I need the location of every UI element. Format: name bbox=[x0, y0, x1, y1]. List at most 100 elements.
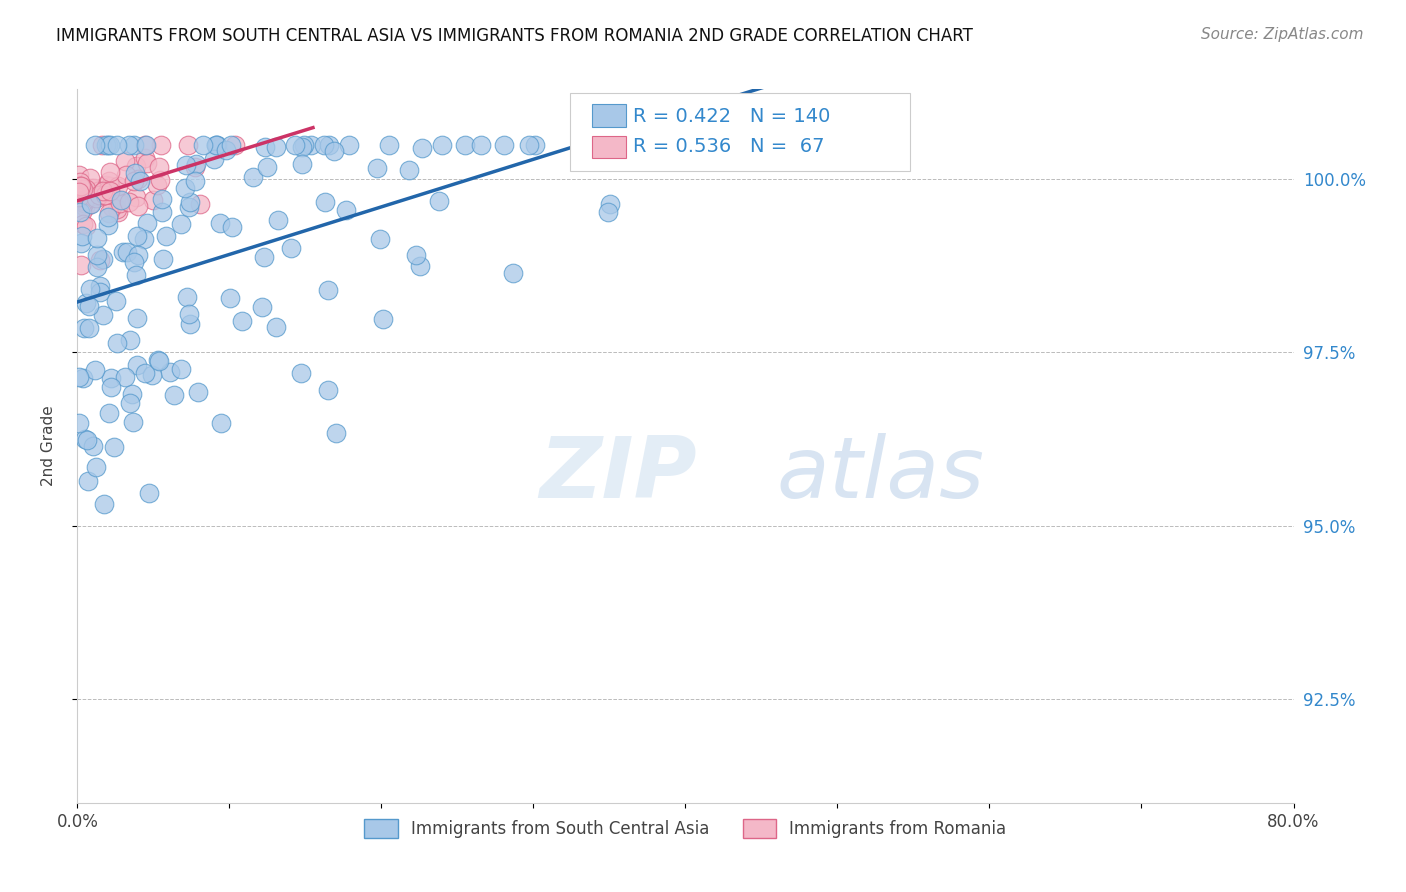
Point bbox=[77, 321, 100, 335]
Point bbox=[70, 235, 93, 250]
Point bbox=[125, 310, 148, 325]
Point bbox=[299, 137, 322, 152]
Point bbox=[98, 178, 121, 193]
Point bbox=[72, 182, 94, 196]
Point bbox=[176, 290, 198, 304]
Point bbox=[121, 415, 143, 429]
Point bbox=[492, 137, 515, 152]
Point bbox=[368, 231, 391, 245]
Point bbox=[284, 137, 307, 152]
Point bbox=[134, 137, 156, 152]
Point bbox=[177, 307, 200, 321]
Point bbox=[87, 184, 110, 198]
Point bbox=[409, 259, 432, 273]
FancyBboxPatch shape bbox=[592, 104, 626, 127]
Point bbox=[72, 194, 94, 209]
Point bbox=[219, 137, 242, 152]
Point bbox=[72, 370, 94, 384]
Point bbox=[84, 459, 107, 474]
Point bbox=[318, 383, 340, 397]
Point bbox=[152, 252, 174, 266]
Point bbox=[337, 137, 360, 152]
Point bbox=[598, 204, 620, 219]
Point bbox=[127, 358, 149, 372]
Point bbox=[432, 137, 454, 152]
Point bbox=[177, 200, 200, 214]
Point bbox=[122, 254, 145, 268]
Point bbox=[118, 333, 141, 347]
Point bbox=[73, 320, 96, 334]
FancyBboxPatch shape bbox=[569, 93, 911, 171]
Point bbox=[427, 194, 450, 208]
Point bbox=[93, 497, 115, 511]
Point bbox=[221, 219, 243, 234]
Point bbox=[312, 137, 335, 152]
Point bbox=[91, 308, 114, 322]
Point bbox=[253, 250, 276, 264]
Point bbox=[150, 192, 173, 206]
Point bbox=[69, 175, 91, 189]
Point bbox=[134, 232, 156, 246]
Point bbox=[89, 252, 111, 267]
Point bbox=[170, 217, 193, 231]
Point bbox=[75, 219, 97, 233]
Point bbox=[91, 137, 114, 152]
Point bbox=[208, 216, 231, 230]
Point bbox=[72, 195, 94, 210]
Point bbox=[118, 396, 141, 410]
Point bbox=[67, 416, 90, 430]
Point bbox=[184, 174, 207, 188]
Point bbox=[67, 189, 90, 203]
Point bbox=[378, 137, 401, 152]
Point bbox=[371, 311, 394, 326]
Point bbox=[107, 205, 129, 219]
Point bbox=[107, 178, 129, 193]
Point bbox=[174, 181, 197, 195]
Point bbox=[97, 137, 120, 152]
Point bbox=[177, 137, 200, 152]
Point bbox=[97, 406, 120, 420]
Point bbox=[231, 314, 253, 328]
Point bbox=[150, 205, 173, 219]
Point bbox=[69, 168, 91, 182]
Point bbox=[205, 137, 228, 152]
Point bbox=[135, 216, 157, 230]
Text: atlas: atlas bbox=[776, 433, 984, 516]
Point bbox=[67, 178, 90, 193]
Point bbox=[76, 433, 98, 447]
Point bbox=[124, 166, 146, 180]
Point bbox=[73, 194, 96, 208]
Point bbox=[97, 186, 120, 201]
Point bbox=[94, 137, 117, 152]
Point bbox=[83, 137, 105, 152]
Text: R = 0.536   N =  67: R = 0.536 N = 67 bbox=[633, 137, 825, 156]
Point bbox=[111, 245, 134, 260]
Point bbox=[280, 241, 302, 255]
Point bbox=[127, 248, 149, 262]
Legend: Immigrants from South Central Asia, Immigrants from Romania: Immigrants from South Central Asia, Immi… bbox=[357, 812, 1014, 845]
Point bbox=[82, 439, 104, 453]
Point bbox=[291, 157, 314, 171]
Point bbox=[79, 171, 101, 186]
Point bbox=[179, 317, 201, 331]
Point bbox=[264, 139, 287, 153]
Point bbox=[69, 258, 91, 272]
Point bbox=[67, 370, 90, 384]
Text: IMMIGRANTS FROM SOUTH CENTRAL ASIA VS IMMIGRANTS FROM ROMANIA 2ND GRADE CORRELAT: IMMIGRANTS FROM SOUTH CENTRAL ASIA VS IM… bbox=[56, 27, 973, 45]
Point bbox=[502, 266, 524, 280]
Point bbox=[215, 143, 238, 157]
Point bbox=[411, 141, 433, 155]
Text: R = 0.422   N = 140: R = 0.422 N = 140 bbox=[633, 107, 831, 126]
Point bbox=[292, 137, 315, 152]
Point bbox=[69, 178, 91, 193]
Point bbox=[79, 181, 101, 195]
Point bbox=[104, 192, 127, 206]
Point bbox=[105, 335, 128, 350]
Point bbox=[89, 285, 111, 300]
Point bbox=[69, 187, 91, 202]
Point bbox=[91, 252, 114, 266]
Point bbox=[76, 474, 98, 488]
Point bbox=[205, 137, 228, 152]
Point bbox=[91, 185, 114, 199]
Point bbox=[124, 268, 146, 283]
